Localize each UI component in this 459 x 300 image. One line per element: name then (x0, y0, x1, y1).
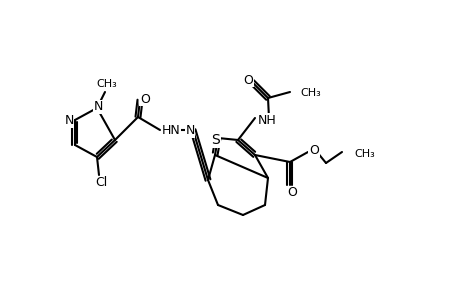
Text: O: O (308, 143, 318, 157)
Text: N: N (93, 100, 102, 113)
Text: N: N (185, 124, 194, 137)
Text: CH₃: CH₃ (299, 88, 320, 98)
Text: O: O (286, 187, 297, 200)
Text: O: O (140, 92, 150, 106)
Text: CH₃: CH₃ (96, 79, 117, 89)
Text: O: O (242, 74, 252, 86)
Text: S: S (211, 133, 220, 147)
Text: NH: NH (257, 113, 276, 127)
Text: CH₃: CH₃ (353, 149, 374, 159)
Text: Cl: Cl (95, 176, 107, 190)
Text: HN: HN (162, 124, 180, 137)
Text: N: N (64, 115, 73, 128)
